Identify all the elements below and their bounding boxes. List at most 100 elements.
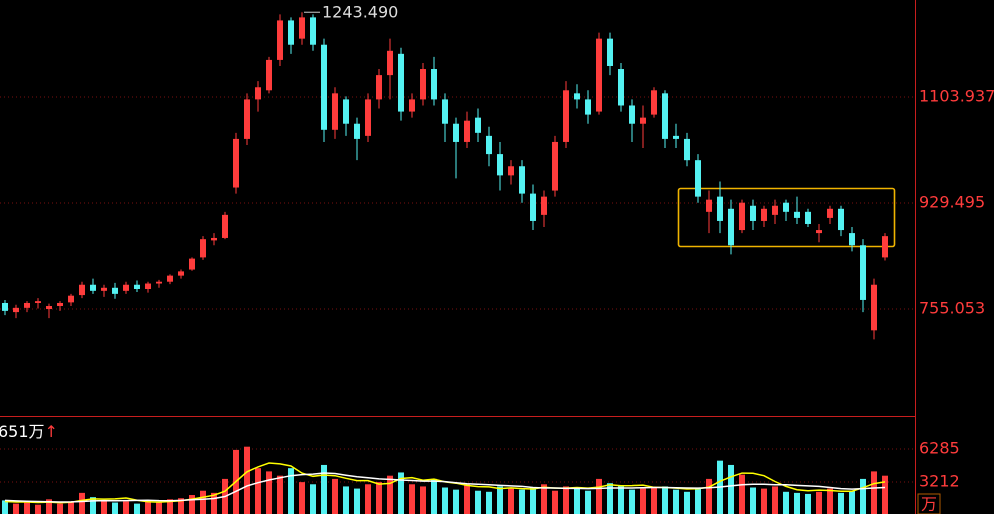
candle-body: [68, 295, 74, 303]
candle-body: [618, 69, 624, 106]
volume-bar: [805, 493, 811, 514]
volume-bar: [871, 471, 877, 514]
candle-body: [387, 50, 393, 76]
candle-body: [222, 214, 228, 238]
volume-bar: [420, 486, 426, 514]
candle-body: [211, 237, 217, 241]
volume-bar: [343, 486, 349, 514]
candle-body: [882, 236, 888, 258]
volume-bar: [662, 486, 668, 514]
candle-body: [134, 284, 140, 290]
volume-bar: [574, 488, 580, 514]
candle-body: [167, 275, 173, 282]
candle-body: [607, 38, 613, 66]
volume-bar: [585, 490, 591, 514]
candle-body: [805, 211, 811, 224]
candle-body: [112, 287, 118, 294]
candle-body: [508, 166, 514, 176]
volume-bar: [321, 464, 327, 514]
candle-body: [365, 99, 371, 136]
candle-body: [299, 17, 305, 39]
candle-body: [596, 38, 602, 112]
candle-body: [244, 99, 250, 139]
volume-bar: [618, 485, 624, 514]
candle-body: [728, 208, 734, 246]
candle-body: [519, 166, 525, 194]
candle-body: [442, 99, 448, 124]
candle-body: [475, 117, 481, 133]
volume-bar: [376, 482, 382, 514]
volume-bar: [266, 471, 272, 514]
y-tick-label: 6285: [919, 438, 960, 457]
volume-bar: [200, 490, 206, 514]
volume-bar: [816, 491, 822, 514]
volume-bar: [332, 478, 338, 514]
volume-bar: [90, 497, 96, 514]
candle-body: [376, 75, 382, 100]
candle-body: [266, 59, 272, 91]
volume-bar: [46, 499, 52, 514]
candle-body: [838, 208, 844, 231]
volume-bar: [57, 503, 63, 514]
volume-bar: [211, 492, 217, 514]
volume-bar: [167, 499, 173, 514]
volume-bar: [706, 478, 712, 514]
candle-body: [46, 306, 52, 310]
volume-bar: [134, 503, 140, 514]
volume-bar: [750, 487, 756, 514]
volume-bar: [442, 487, 448, 514]
volume-bar: [629, 489, 635, 514]
candle-body: [574, 93, 580, 100]
candle-body: [288, 20, 294, 45]
annotation-label: 1243.490: [322, 3, 398, 22]
candle-body: [739, 202, 745, 231]
candle-body: [233, 138, 239, 188]
volume-bar: [673, 489, 679, 514]
candle-body: [453, 123, 459, 142]
candle-body: [849, 233, 855, 246]
volume-bar: [508, 488, 514, 514]
volume-bar: [255, 468, 261, 514]
candle-body: [717, 196, 723, 221]
volume-bar: [145, 500, 151, 514]
volume-bar: [365, 484, 371, 514]
candle-body: [2, 302, 8, 311]
volume-ma-line: [4, 472, 886, 503]
volume-bar: [13, 503, 19, 514]
volume-bar: [739, 474, 745, 514]
unit-label: 万: [921, 495, 937, 514]
candle-body: [530, 193, 536, 221]
highlight-box: [677, 187, 896, 248]
volume-bar: [827, 488, 833, 514]
y-tick-label: 3212: [919, 472, 960, 491]
volume-bar: [849, 490, 855, 514]
volume-bar: [387, 475, 393, 514]
volume-header: 651万↑: [0, 422, 58, 441]
volume-bar: [453, 489, 459, 514]
candle-body: [552, 141, 558, 191]
volume-bar: [431, 478, 437, 514]
candle-body: [750, 205, 756, 221]
volume-bar: [409, 484, 415, 514]
candle-body: [420, 69, 426, 100]
candle-body: [871, 284, 877, 331]
y-tick-label: 755.053: [919, 299, 985, 318]
candle-body: [24, 302, 30, 308]
volume-bar: [24, 502, 30, 514]
candle-body: [35, 301, 41, 303]
candle-body: [651, 90, 657, 115]
candle-body: [640, 117, 646, 124]
volume-bar: [68, 501, 74, 514]
candle-body: [123, 284, 129, 291]
volume-bar: [79, 492, 85, 514]
candle-body: [662, 93, 668, 139]
candle-body: [57, 302, 63, 307]
volume-bar: [156, 502, 162, 514]
candle-body: [541, 196, 547, 215]
candle-body: [827, 208, 833, 218]
volume-value: 651万: [0, 422, 45, 441]
volume-bar: [486, 491, 492, 514]
candle-body: [431, 69, 437, 100]
candle-body: [90, 284, 96, 291]
